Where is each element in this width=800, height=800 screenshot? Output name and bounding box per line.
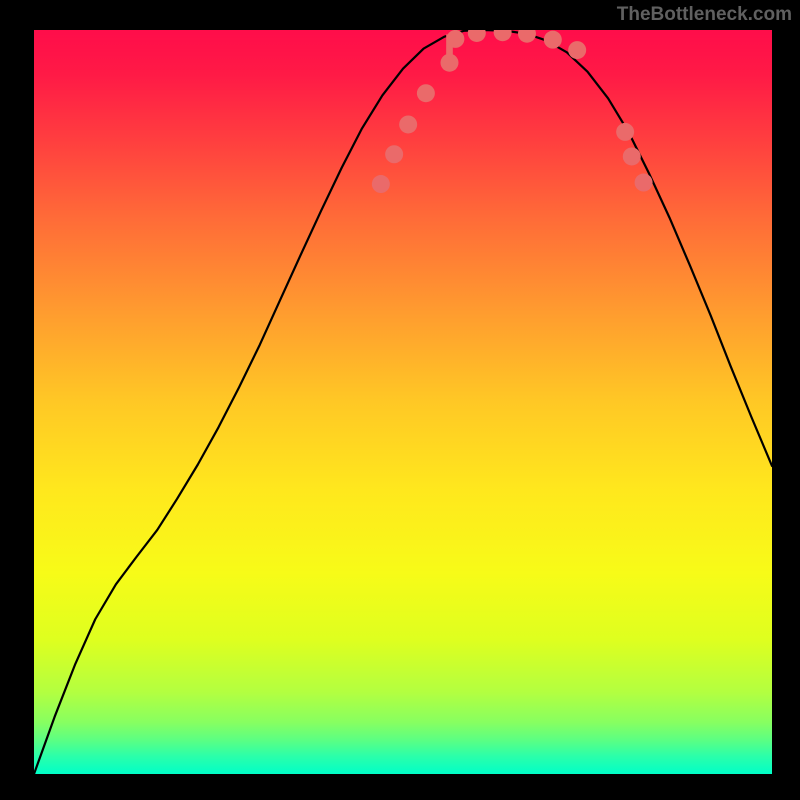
watermark-text: TheBottleneck.com <box>617 4 792 26</box>
data-marker <box>623 147 641 165</box>
data-marker <box>616 123 634 141</box>
data-marker <box>385 145 403 163</box>
data-marker <box>417 84 435 102</box>
chart-container: TheBottleneck.com <box>0 0 800 800</box>
data-marker <box>518 25 536 43</box>
data-marker <box>568 41 586 59</box>
data-marker <box>494 23 512 41</box>
data-marker <box>468 24 486 42</box>
data-marker <box>446 30 464 48</box>
data-marker <box>635 174 653 192</box>
data-marker <box>544 31 562 49</box>
data-marker <box>399 115 417 133</box>
data-marker <box>440 54 458 72</box>
gradient-background <box>34 30 772 774</box>
data-marker <box>372 175 390 193</box>
bottleneck-chart <box>0 0 800 800</box>
